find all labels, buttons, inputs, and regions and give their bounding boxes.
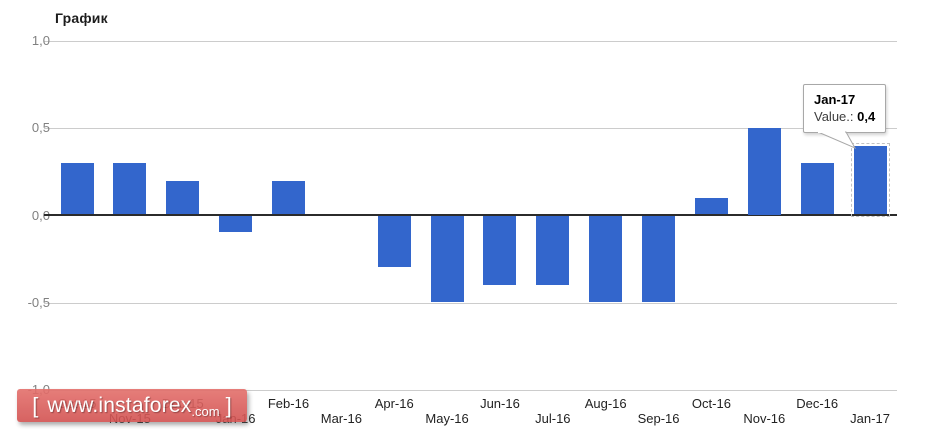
x-axis-label-Apr-16: Apr-16 — [374, 396, 414, 411]
bar-Dec-16[interactable] — [800, 163, 834, 215]
x-axis-label-Oct-16: Oct-16 — [691, 396, 731, 411]
tooltip-value-label: Value.: — [814, 109, 854, 124]
x-axis-label-May-16: May-16 — [425, 411, 469, 426]
y-axis-label--0,5: -0,5 — [27, 294, 50, 310]
instaforex-watermark-link[interactable]: [ www.instaforex .com ] — [17, 389, 247, 422]
tooltip-value: 0,4 — [857, 109, 876, 124]
y-axis-label-0,0: 0,0 — [31, 207, 50, 223]
x-axis-label-Jan-17: Jan-17 — [850, 411, 890, 426]
bar-Apr-16[interactable] — [377, 216, 411, 268]
watermark-bracket-right: ] — [225, 392, 232, 418]
bar-Aug-16[interactable] — [589, 216, 623, 303]
bar-Dec-15[interactable] — [166, 180, 200, 215]
tooltip-category: Jan-17 — [814, 92, 856, 107]
x-axis-label-Aug-16: Aug-16 — [584, 396, 627, 411]
watermark-tld: .com — [191, 404, 220, 419]
chart-title: График — [55, 10, 108, 26]
x-axis-label-Sep-16: Sep-16 — [637, 411, 680, 426]
x-axis-label-Jul-16: Jul-16 — [535, 411, 571, 426]
x-axis-label-Mar-16: Mar-16 — [320, 411, 362, 426]
x-axis-label-Dec-16: Dec-16 — [796, 396, 839, 411]
x-axis-label-Feb-16: Feb-16 — [267, 396, 310, 411]
gridline-0,5 — [44, 127, 897, 129]
bar-Jan-17[interactable] — [850, 142, 890, 218]
x-axis-label-Nov-16: Nov-16 — [743, 411, 786, 426]
tooltip-value-line: Value.: 0,4 — [814, 108, 875, 125]
bar-Jul-16[interactable] — [536, 216, 570, 285]
y-axis-label-1,0: 1,0 — [31, 33, 50, 48]
watermark-domain: www.instaforex — [47, 394, 192, 417]
x-axis-line — [44, 214, 897, 216]
bar-Nov-15[interactable] — [113, 163, 147, 215]
gridline--0,5 — [44, 302, 897, 304]
gridline--1,0 — [44, 389, 897, 391]
y-axis-label-0,5: 0,5 — [31, 120, 50, 136]
bar-Nov-16[interactable] — [747, 128, 781, 215]
watermark-bracket-left: [ — [32, 392, 39, 418]
bar-Feb-16[interactable] — [271, 180, 305, 215]
bar-Oct-15[interactable] — [60, 163, 94, 215]
bar-Jun-16[interactable] — [483, 216, 517, 285]
x-axis-label-Jun-16: Jun-16 — [480, 396, 520, 411]
gridline-1,0 — [44, 40, 897, 42]
bar-May-16[interactable] — [430, 216, 464, 303]
tooltip: Jan-17 Value.: 0,4 — [803, 84, 887, 133]
bar-Sep-16[interactable] — [642, 216, 676, 303]
bar-Oct-16[interactable] — [694, 198, 728, 215]
bar-Jan-16[interactable] — [219, 216, 253, 233]
